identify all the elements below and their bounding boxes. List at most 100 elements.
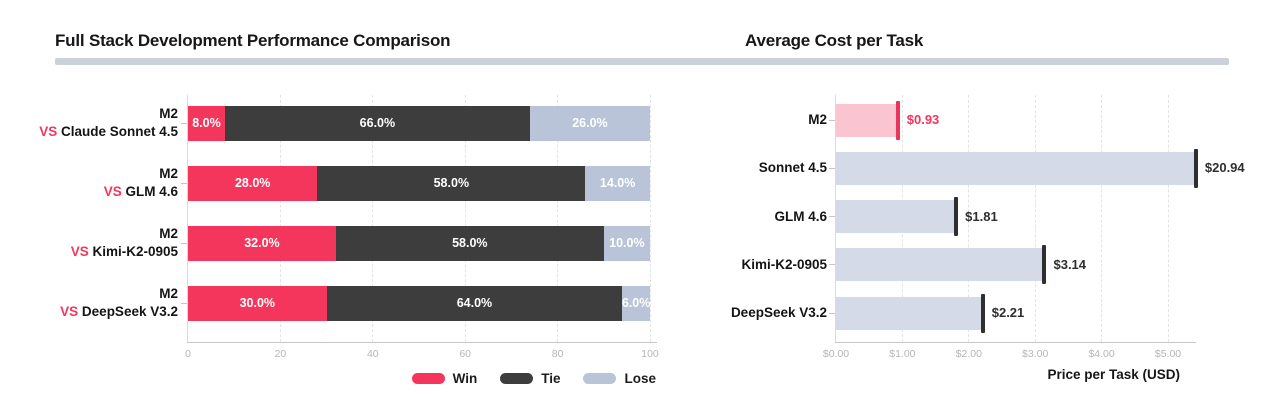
legend-swatch-tie — [500, 373, 534, 384]
y-axis-tickmark — [181, 182, 187, 184]
bar-end-cap — [1193, 148, 1198, 188]
y-axis-tickmark — [181, 242, 187, 244]
segment-value-label: 28.0% — [234, 176, 271, 190]
bar-segment-win: 8.0% — [188, 105, 225, 141]
segment-value-label: 58.0% — [452, 236, 488, 250]
row-label-line2: VS Kimi-K2-0905 — [70, 244, 178, 259]
gridline — [1167, 95, 1169, 342]
stacked-bar-row: 30.0% 64.0% 6.0% — [188, 285, 651, 321]
legend-item-lose: Lose — [583, 371, 656, 386]
bar-value-label: $20.94 — [1204, 160, 1245, 176]
x-axis-tick-label: $4.00 — [1088, 348, 1115, 360]
x-axis-tick-label: $2.00 — [955, 348, 982, 360]
row-label: M2 — [808, 112, 827, 127]
header-divider — [55, 58, 1229, 65]
bar-segment-tie: 66.0% — [224, 105, 530, 141]
gridline — [557, 95, 559, 342]
row-label: GLM 4.6 — [774, 208, 827, 224]
legend-label: Lose — [624, 371, 656, 386]
row-label-line2: VS DeepSeek V3.2 — [60, 304, 178, 319]
row-label: M2 VS DeepSeek V3.2 — [60, 285, 178, 322]
legend-swatch-win — [411, 373, 445, 384]
x-axis-tick-label: 80 — [551, 348, 564, 360]
bar-segment-tie: 58.0% — [317, 165, 586, 201]
gridline — [372, 95, 374, 342]
y-axis-line — [835, 95, 836, 342]
gridline — [464, 95, 466, 342]
stacked-bar-row: 28.0% 58.0% 14.0% — [188, 165, 650, 201]
row-label-line2: VS GLM 4.6 — [103, 184, 178, 199]
segment-value-label: 30.0% — [239, 296, 276, 310]
cost-bar — [836, 248, 1045, 282]
y-axis-tickmark — [829, 312, 835, 314]
cost-bar — [836, 200, 957, 233]
y-axis-tickmark — [829, 264, 835, 266]
x-axis-tick-label: 20 — [274, 348, 287, 360]
segment-value-label: 14.0% — [599, 176, 636, 190]
legend: Win Tie Lose — [411, 371, 656, 386]
x-axis-tick-label: 100 — [641, 348, 659, 360]
row-label-line1: M2 — [159, 225, 178, 241]
row-label-line1: M2 — [159, 105, 178, 121]
x-axis-tick-label: 40 — [366, 348, 379, 360]
x-axis-line — [187, 342, 657, 343]
x-axis-tick-label: $3.00 — [1022, 348, 1049, 360]
segment-value-label: 6.0% — [621, 296, 651, 310]
bar-value-label: $2.21 — [991, 305, 1025, 320]
bar-segment-lose: 10.0% — [603, 225, 650, 261]
y-axis-line — [187, 95, 188, 342]
segment-value-label: 8.0% — [192, 116, 221, 130]
row-label: M2 VS Kimi-K2-0905 — [71, 225, 178, 262]
gridline — [968, 95, 970, 342]
legend-label: Win — [452, 371, 478, 386]
x-axis-tick-label: 0 — [185, 348, 191, 360]
segment-value-label: 64.0% — [456, 296, 493, 310]
segment-value-label: 58.0% — [433, 176, 470, 190]
bar-end-cap — [895, 100, 900, 140]
segment-value-label: 10.0% — [609, 236, 645, 250]
bar-segment-lose: 6.0% — [621, 285, 651, 321]
row-label-line1: M2 — [159, 165, 178, 181]
y-axis-tickmark — [181, 122, 187, 124]
y-axis-tickmark — [829, 216, 835, 217]
bar-end-cap — [980, 293, 985, 333]
bar-segment-lose: 26.0% — [529, 105, 650, 141]
legend-item-win: Win — [411, 371, 478, 386]
row-label: Sonnet 4.5 — [758, 160, 827, 176]
gridline — [1101, 95, 1103, 342]
bar-segment-win: 32.0% — [188, 225, 336, 261]
x-axis-tick-label: $5.00 — [1154, 348, 1182, 360]
row-label-line1: M2 — [159, 285, 178, 301]
row-label: M2 VS GLM 4.6 — [104, 165, 178, 202]
row-label: DeepSeek V3.2 — [730, 305, 827, 320]
bar-segment-tie: 58.0% — [335, 225, 604, 261]
row-label: M2 VS Claude Sonnet 4.5 — [39, 105, 178, 142]
stacked-bar-row: 8.0% 66.0% 26.0% — [188, 105, 650, 141]
bar-segment-tie: 64.0% — [326, 285, 623, 321]
x-axis-tick-label: $0.00 — [822, 348, 850, 360]
gridline — [649, 95, 651, 342]
segment-value-label: 32.0% — [244, 236, 280, 250]
bar-end-cap — [954, 197, 959, 236]
row-label-line2: VS Claude Sonnet 4.5 — [39, 124, 178, 139]
legend-swatch-lose — [583, 373, 617, 384]
cost-bar — [836, 103, 898, 137]
y-axis-tickmark — [181, 302, 187, 304]
vs-prefix: VS — [103, 184, 122, 199]
bar-segment-win: 30.0% — [188, 285, 327, 321]
vs-prefix: VS — [70, 244, 89, 259]
x-axis-tick-label: 60 — [459, 348, 472, 360]
stacked-bar-row: 32.0% 58.0% 10.0% — [188, 225, 650, 261]
x-axis-line — [835, 342, 1196, 343]
vs-prefix: VS — [60, 304, 79, 319]
left-chart-title: Full Stack Development Performance Compa… — [55, 31, 451, 50]
bar-value-label: $0.93 — [906, 112, 940, 127]
y-axis-tickmark — [829, 119, 835, 121]
right-chart-title: Average Cost per Task — [745, 31, 924, 50]
legend-label: Tie — [541, 371, 561, 386]
x-axis-tick-label: $1.00 — [889, 348, 916, 360]
gridline — [1034, 95, 1036, 342]
